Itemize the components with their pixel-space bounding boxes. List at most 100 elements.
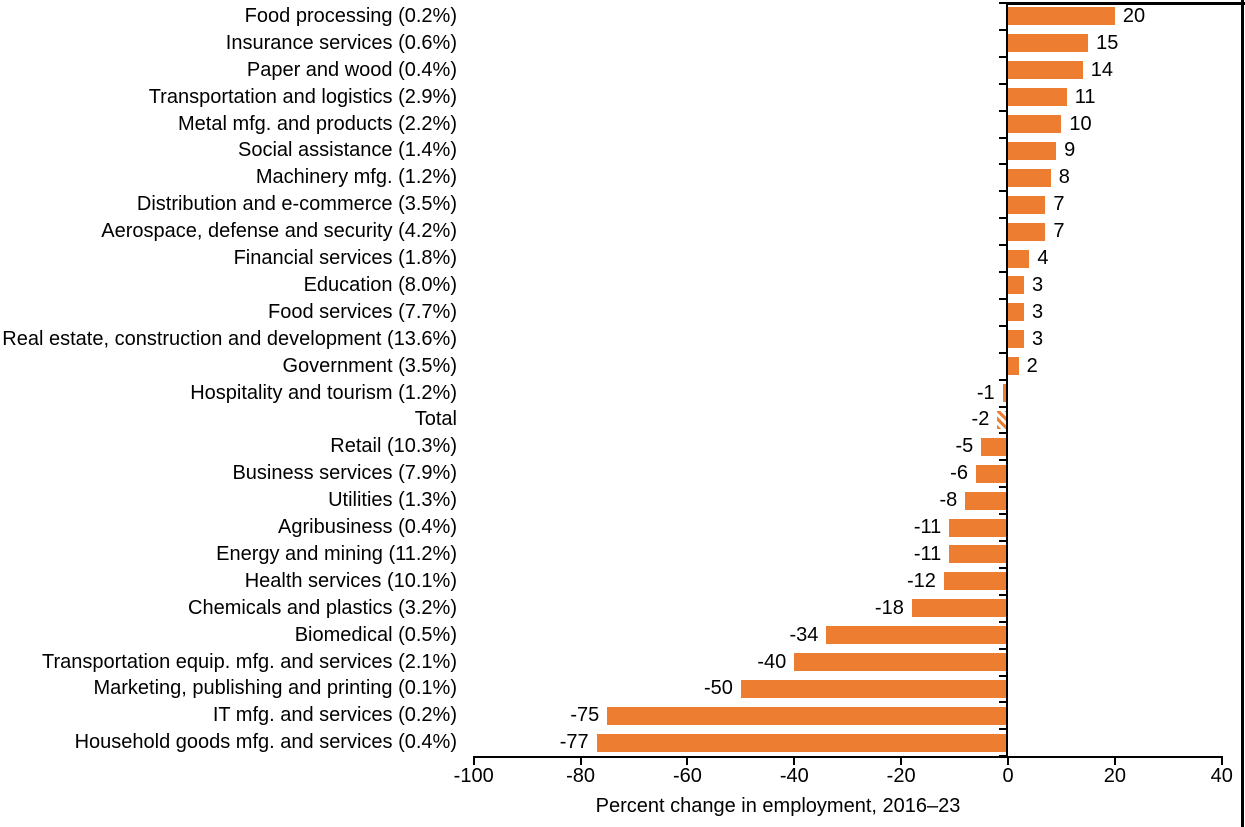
value-tick-label: -100 [453, 765, 494, 787]
value-tick [1113, 756, 1116, 765]
bar [1008, 222, 1046, 241]
bar [1008, 303, 1025, 322]
category-label: Energy and mining (11.2%) [216, 542, 457, 565]
x-axis-line [473, 756, 1223, 758]
category-label: Insurance services (0.6%) [225, 31, 457, 54]
category-label: Utilities (1.3%) [328, 489, 457, 512]
value-label: -11 [913, 542, 942, 565]
category-tick [999, 136, 1007, 139]
bar [965, 491, 1008, 510]
bar [911, 599, 1008, 618]
bar [1008, 61, 1083, 80]
category-label: Real estate, construction and developmen… [2, 327, 457, 350]
category-tick [999, 459, 1007, 462]
category-label: Machinery mfg. (1.2%) [255, 166, 457, 189]
bar [981, 437, 1008, 456]
bar [596, 733, 1008, 752]
category-tick [999, 271, 1007, 273]
category-tick [999, 674, 1007, 677]
value-label: 15 [1096, 31, 1119, 54]
bar [1008, 115, 1062, 134]
category-tick [999, 109, 1007, 112]
vertical-axis-line [1006, 3, 1008, 758]
value-tick-label: -80 [566, 765, 595, 787]
value-label: 11 [1074, 85, 1096, 108]
category-tick [999, 432, 1007, 435]
value-tick [900, 756, 903, 765]
category-label: Government (3.5%) [282, 354, 457, 377]
category-label: Metal mfg. and products (2.2%) [177, 112, 457, 135]
category-label: Agribusiness (0.4%) [278, 516, 457, 539]
category-tick [999, 755, 1007, 758]
category-label: Transportation and logistics (2.9%) [148, 85, 457, 108]
category-label: Food services (7.7%) [268, 300, 457, 323]
bar [997, 410, 1008, 429]
bar [1008, 276, 1025, 295]
value-label: 14 [1090, 58, 1114, 81]
bar [949, 518, 1008, 537]
category-label: Paper and wood (0.4%) [246, 58, 457, 81]
category-tick [999, 620, 1007, 623]
value-label: -8 [939, 489, 958, 512]
category-tick [999, 486, 1007, 489]
bar [1008, 357, 1019, 376]
category-label: IT mfg. and services (0.2%) [212, 704, 457, 727]
value-label: -2 [971, 408, 990, 431]
category-label: Hospitality and tourism (1.2%) [190, 381, 457, 404]
frame-top-border [1006, 2, 1245, 5]
category-tick [999, 701, 1007, 704]
value-label: 8 [1058, 166, 1070, 189]
category-tick [999, 566, 1007, 569]
category-tick [999, 351, 1007, 354]
bar [943, 572, 1008, 591]
bar [1008, 7, 1115, 26]
category-tick [999, 28, 1007, 31]
value-label: -77 [559, 731, 589, 754]
value-label: -40 [757, 650, 787, 673]
category-label: Food processing (0.2%) [244, 4, 457, 27]
value-label: 3 [1032, 300, 1044, 323]
value-label: 9 [1064, 139, 1076, 162]
value-tick [472, 756, 475, 765]
value-label: 3 [1032, 273, 1044, 296]
value-label: 7 [1053, 193, 1065, 216]
value-label: 4 [1037, 247, 1049, 270]
category-label: Household goods mfg. and services (0.4%) [74, 731, 457, 754]
x-axis-title: Percent change in employment, 2016–23 [595, 795, 961, 817]
category-tick [999, 513, 1007, 516]
category-label: Marketing, publishing and printing (0.1%… [93, 677, 457, 700]
category-tick [999, 728, 1007, 731]
category-label: Social assistance (1.4%) [238, 139, 457, 162]
category-tick [999, 378, 1007, 381]
bar [1008, 141, 1057, 160]
category-tick [999, 190, 1007, 193]
category-label: Chemicals and plastics (3.2%) [188, 596, 457, 619]
value-tick-label: -40 [779, 765, 809, 787]
bar [975, 464, 1008, 483]
bar [1008, 88, 1067, 107]
value-tick-label: 0 [1002, 765, 1014, 787]
bar [607, 706, 1008, 725]
category-tick [999, 244, 1007, 247]
bar [1008, 330, 1025, 349]
category-label: Aerospace, defense and security (4.2%) [101, 220, 457, 243]
value-label: 3 [1032, 327, 1044, 350]
category-label: Health services (10.1%) [244, 569, 457, 592]
bar [1002, 384, 1008, 403]
category-label: Transportation equip. mfg. and services … [41, 650, 457, 673]
value-tick [686, 756, 689, 765]
category-tick [999, 2, 1007, 4]
category-label: Retail (10.3%) [330, 435, 457, 458]
category-tick [999, 540, 1007, 542]
category-tick [999, 82, 1007, 85]
value-tick-label: 20 [1103, 765, 1126, 787]
category-tick [999, 324, 1007, 327]
bar [826, 626, 1008, 645]
value-tick-label: -60 [672, 765, 702, 787]
value-tick-label: -20 [886, 765, 916, 787]
bar [1008, 249, 1030, 268]
